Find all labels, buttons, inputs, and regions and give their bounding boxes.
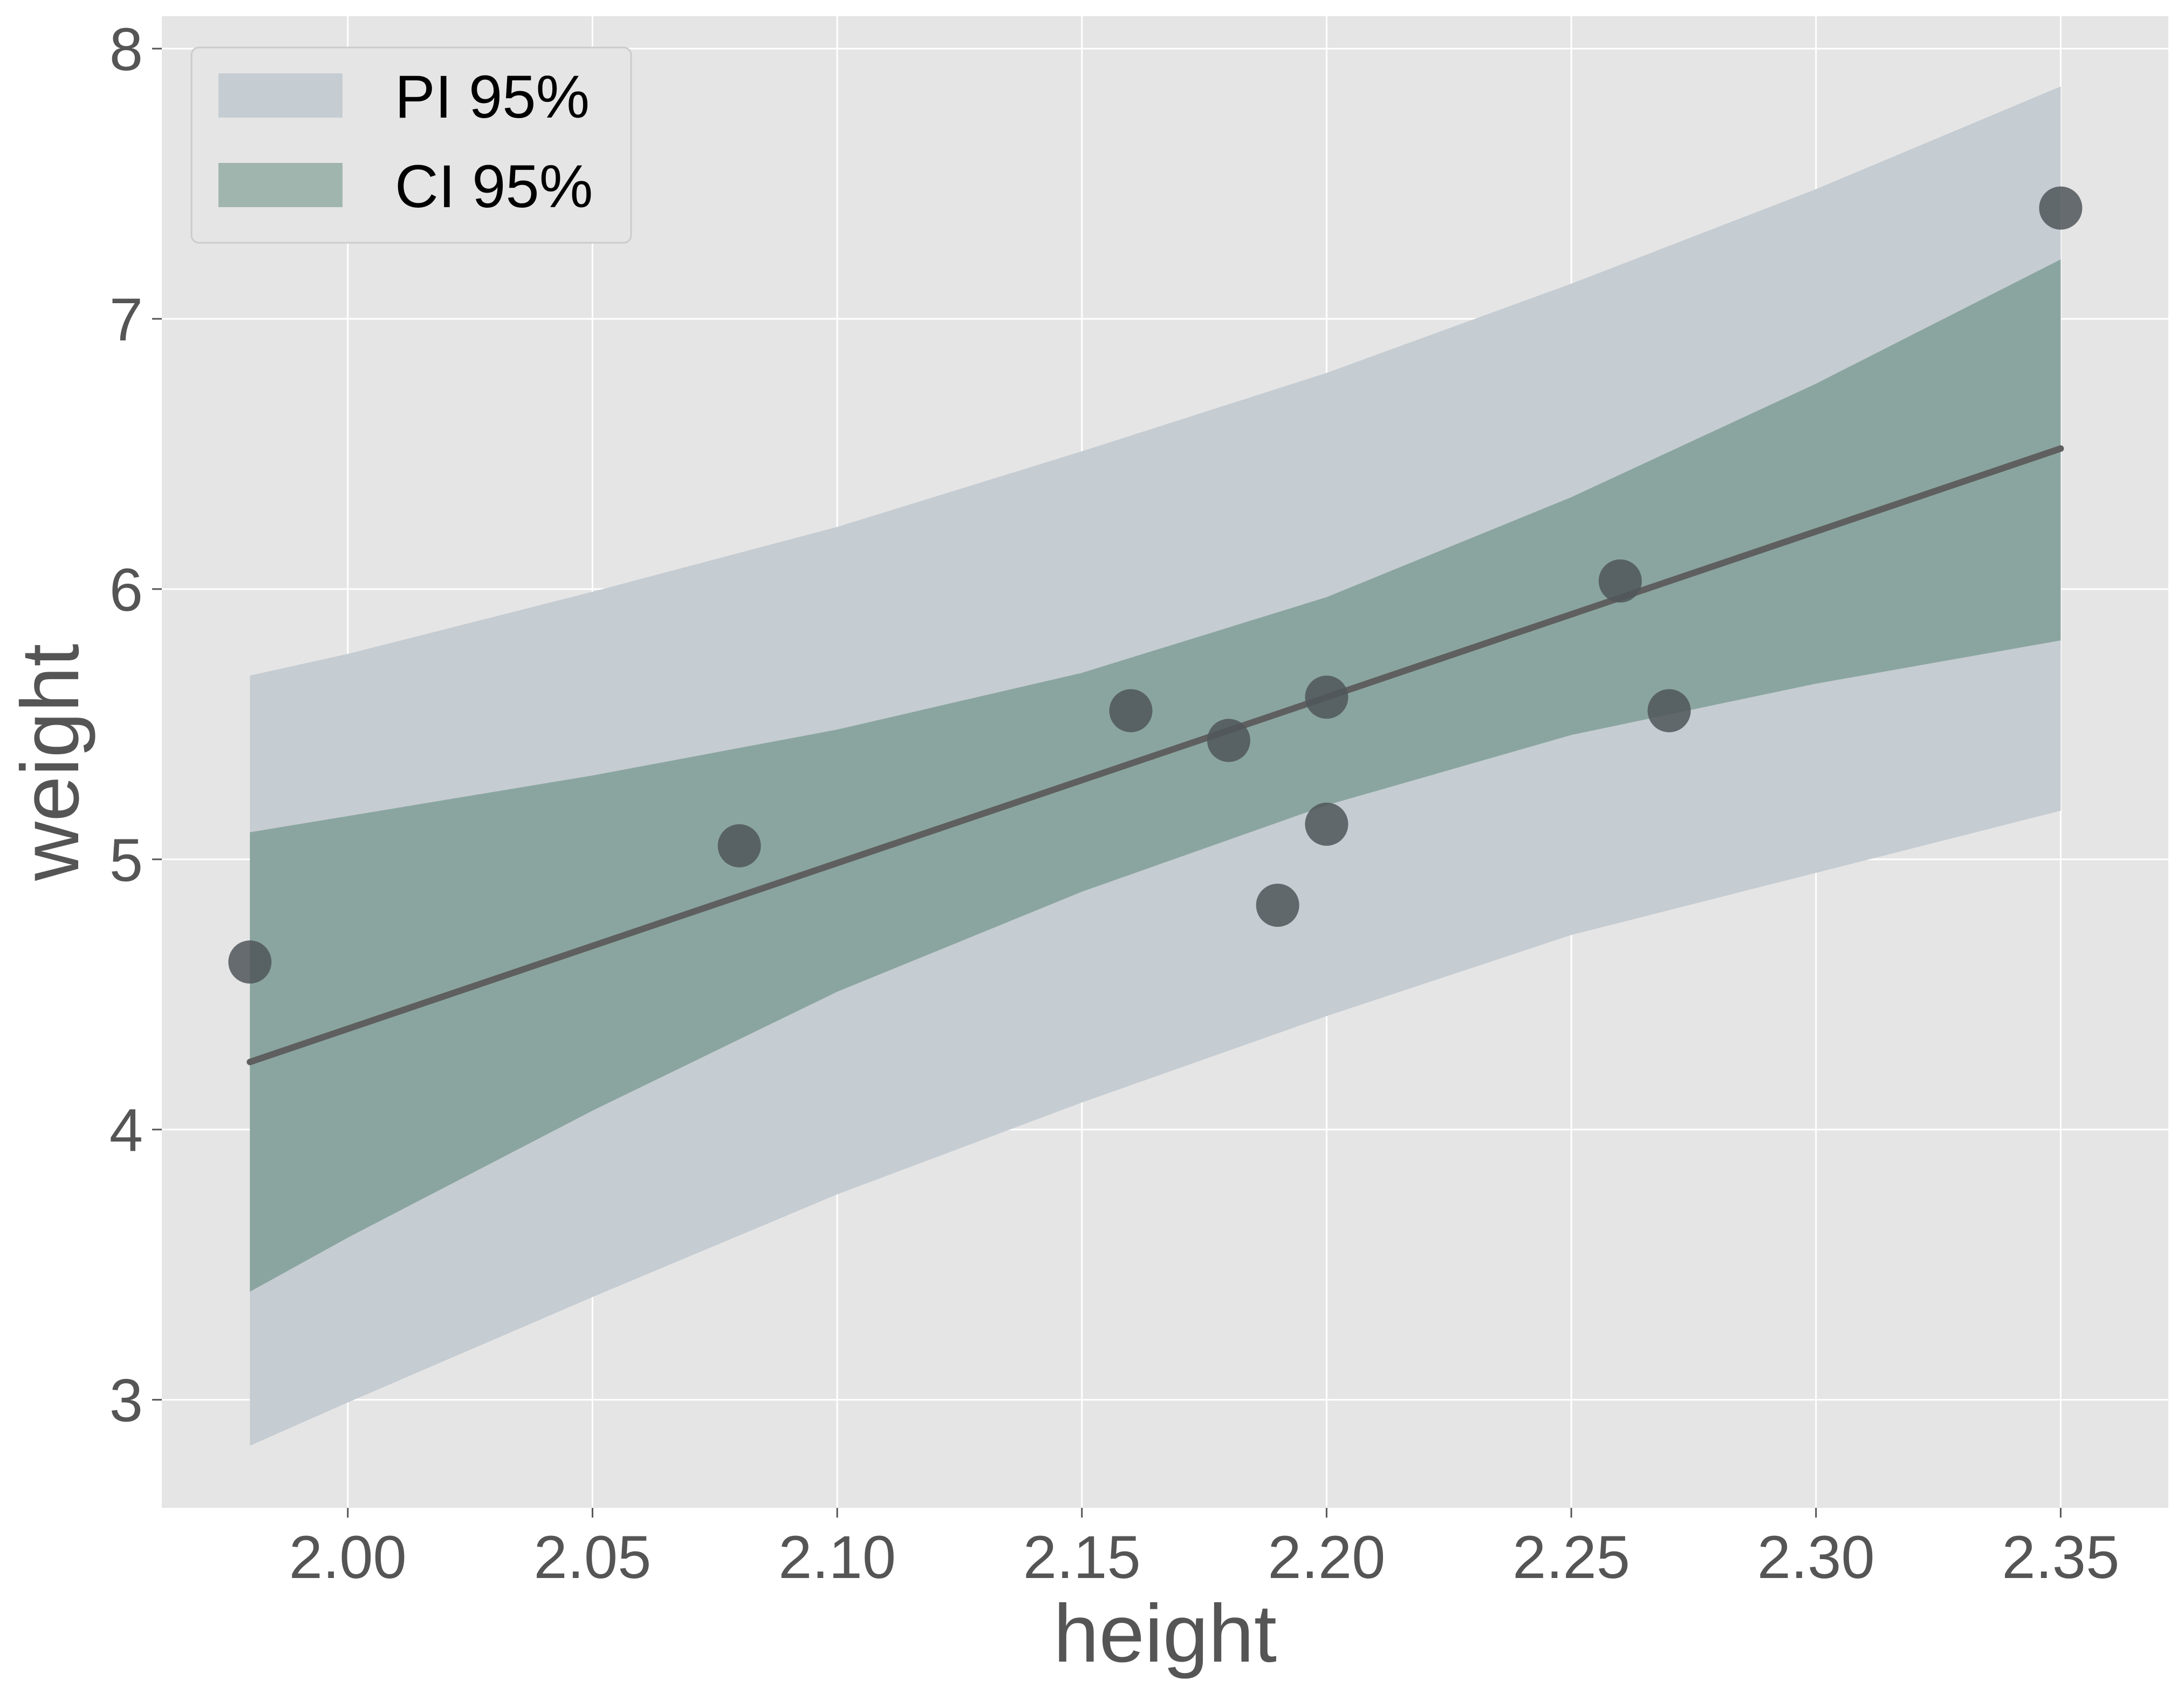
x-tick-label: 2.30 [1757,1524,1875,1591]
x-tick-label: 2.00 [289,1524,407,1591]
legend-swatch-ci [218,163,343,207]
data-point [2039,186,2083,230]
y-tick-label: 5 [109,826,143,894]
legend-swatch-pi [218,73,343,118]
x-tick-label: 2.25 [1512,1524,1630,1591]
scatter-points [228,186,2083,984]
fit-line [247,445,2064,1065]
x-tick-label: 2.10 [778,1524,896,1591]
data-point [1598,559,1642,603]
y-axis-label: weight [4,644,96,881]
x-axis-ticks: 2.00 2.05 2.10 2.15 2.20 2.25 2.30 2.35 [289,1508,2119,1591]
y-tick-label: 4 [109,1097,143,1164]
legend: PI 95% CI 95% [190,46,632,244]
data-point [1207,719,1250,762]
data-point [1256,883,1299,927]
y-tick-label: 8 [109,16,143,83]
y-tick-label: 7 [109,286,143,353]
y-tick-label: 3 [109,1367,143,1434]
x-tick-label: 2.35 [2002,1524,2119,1591]
data-point [1305,802,1348,846]
legend-label-ci: CI 95% [395,153,593,220]
ci-95-band [250,259,2061,1292]
data-point [1305,675,1348,719]
data-point [1109,689,1153,733]
y-axis-ticks: 3 4 5 6 7 8 [109,16,162,1434]
legend-label-pi: PI 95% [395,63,590,131]
x-tick-label: 2.05 [533,1524,651,1591]
x-axis-label: height [1053,1588,1277,1679]
x-tick-label: 2.15 [1023,1524,1141,1591]
x-tick-label: 2.20 [1268,1524,1385,1591]
data-point [1647,689,1691,733]
fit-line-layer [247,445,2064,1065]
bands [250,86,2061,1446]
data-point [717,824,761,867]
data-point [228,940,272,984]
y-tick-label: 6 [109,556,143,624]
